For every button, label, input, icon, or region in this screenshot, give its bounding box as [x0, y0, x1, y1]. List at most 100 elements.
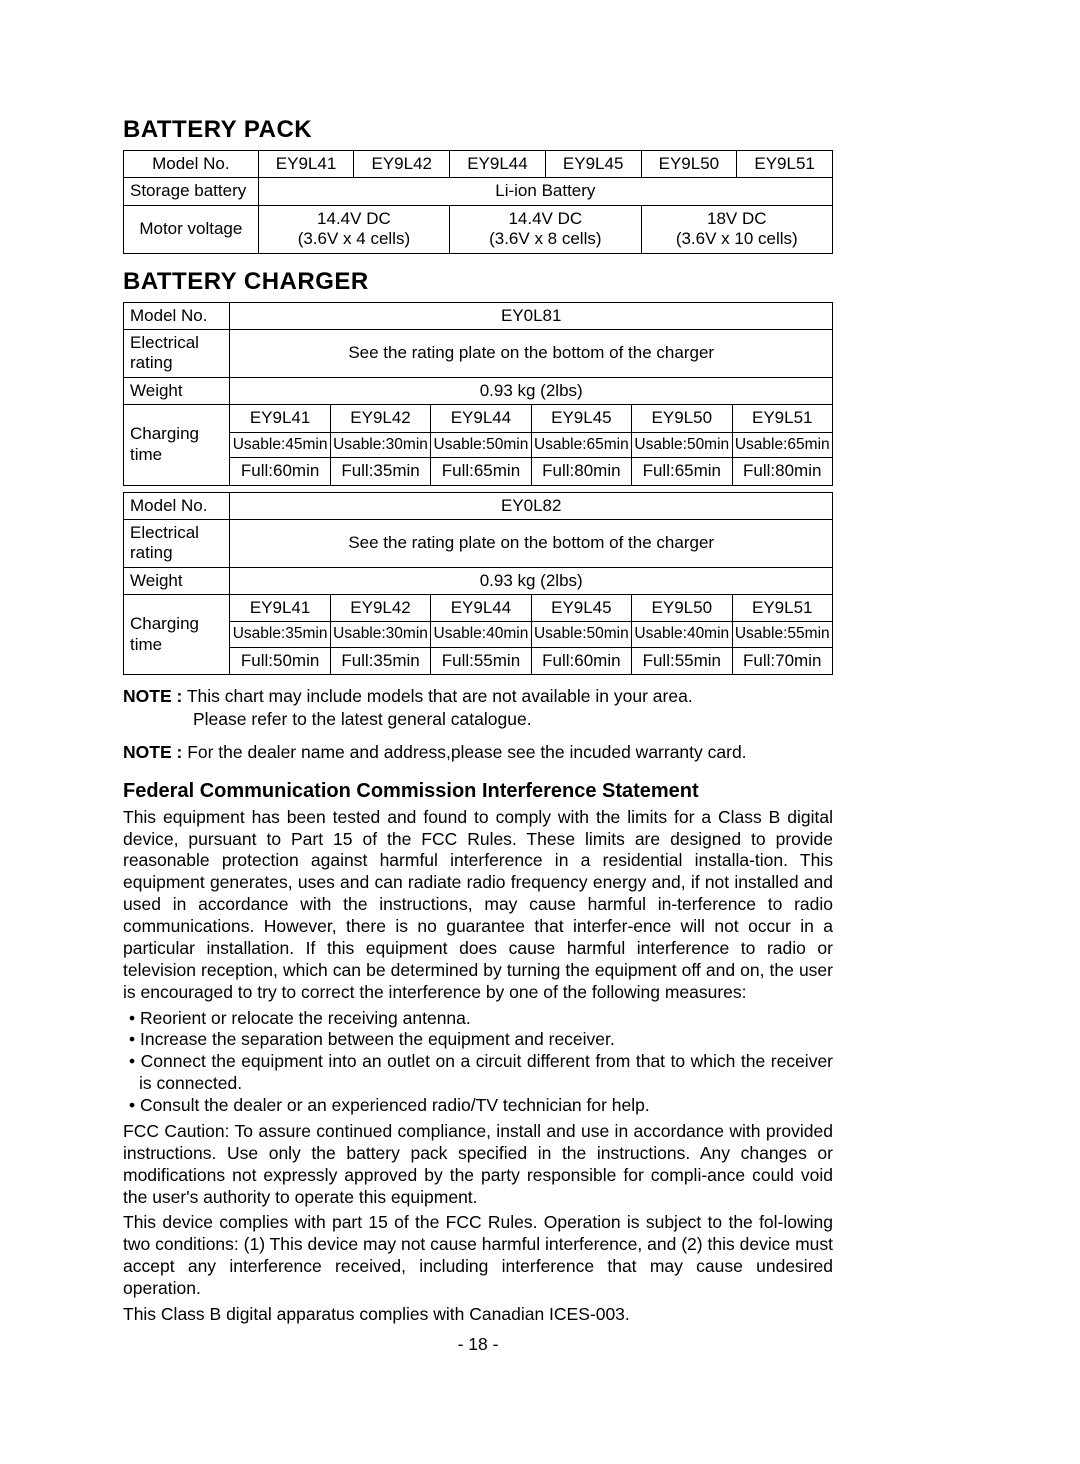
label-electrical: Electrical rating — [124, 329, 230, 377]
usable-cell: Usable:50min — [632, 432, 732, 458]
table-row: Weight 0.93 kg (2lbs) — [124, 567, 833, 594]
usable-cell: Usable:30min — [330, 622, 430, 648]
usable-cell: Usable:55min — [732, 622, 833, 648]
full-cell: Full:35min — [330, 648, 430, 675]
voltage-line: (3.6V x 8 cells) — [456, 229, 634, 249]
voltage-line: (3.6V x 10 cells) — [648, 229, 826, 249]
full-cell: Full:50min — [230, 648, 330, 675]
fcc-para-1: This equipment has been tested and found… — [123, 807, 833, 1004]
label-electrical: Electrical rating — [124, 519, 230, 567]
table-row: Charging time EY9L41 EY9L42 EY9L44 EY9L4… — [124, 595, 833, 622]
charger-table-2: Model No. EY0L82 Electrical rating See t… — [123, 492, 833, 676]
page-number: - 18 - — [123, 1334, 833, 1355]
electrical-value: See the rating plate on the bottom of th… — [230, 329, 833, 377]
model-cell: EY9L41 — [258, 151, 354, 178]
weight-value: 0.93 kg (2lbs) — [230, 567, 833, 594]
table-row: Usable:35min Usable:30min Usable:40min U… — [124, 622, 833, 648]
full-cell: Full:55min — [431, 648, 531, 675]
document-content: BATTERY PACK Model No. EY9L41 EY9L42 EY9… — [123, 116, 833, 1355]
voltage-cell: 14.4V DC (3.6V x 4 cells) — [258, 205, 449, 253]
table-row: Weight 0.93 kg (2lbs) — [124, 377, 833, 404]
note-text: This chart may include models that are n… — [187, 686, 693, 706]
battery-charger-heading: BATTERY CHARGER — [123, 268, 833, 296]
full-cell: Full:80min — [732, 458, 833, 485]
note-text: Please refer to the latest general catal… — [123, 708, 833, 731]
battery-pack-table: Model No. EY9L41 EY9L42 EY9L44 EY9L45 EY… — [123, 150, 833, 254]
header-cell: EY9L44 — [431, 595, 531, 622]
charger-model: EY0L82 — [230, 492, 833, 519]
usable-cell: Usable:35min — [230, 622, 330, 648]
voltage-cell: 18V DC (3.6V x 10 cells) — [641, 205, 832, 253]
label-model-no: Model No. — [124, 302, 230, 329]
header-cell: EY9L42 — [330, 595, 430, 622]
voltage-line: 18V DC — [648, 209, 826, 229]
usable-cell: Usable:50min — [431, 432, 531, 458]
full-cell: Full:80min — [531, 458, 631, 485]
voltage-line: 14.4V DC — [456, 209, 634, 229]
list-item: Reorient or relocate the receiving anten… — [123, 1008, 833, 1030]
table-row: Model No. EY0L81 — [124, 302, 833, 329]
usable-cell: Usable:40min — [431, 622, 531, 648]
table-row: Model No. EY0L82 — [124, 492, 833, 519]
header-cell: EY9L44 — [431, 405, 531, 432]
label-model-no: Model No. — [124, 151, 259, 178]
electrical-value: See the rating plate on the bottom of th… — [230, 519, 833, 567]
full-cell: Full:55min — [632, 648, 732, 675]
usable-cell: Usable:65min — [732, 432, 833, 458]
note-2: NOTE : For the dealer name and address,p… — [123, 741, 833, 764]
voltage-line: (3.6V x 4 cells) — [265, 229, 443, 249]
model-cell: EY9L44 — [450, 151, 546, 178]
table-row: Electrical rating See the rating plate o… — [124, 329, 833, 377]
header-cell: EY9L50 — [632, 595, 732, 622]
header-cell: EY9L42 — [330, 405, 430, 432]
table-row: Electrical rating See the rating plate o… — [124, 519, 833, 567]
table-row: Usable:45min Usable:30min Usable:50min U… — [124, 432, 833, 458]
label-storage: Storage battery — [124, 178, 259, 205]
label-charging-time: Charging time — [124, 595, 230, 675]
note-text: For the dealer name and address,please s… — [187, 742, 746, 762]
model-cell: EY9L50 — [641, 151, 737, 178]
header-cell: EY9L45 — [531, 405, 631, 432]
model-cell: EY9L42 — [354, 151, 450, 178]
storage-value: Li-ion Battery — [258, 178, 832, 205]
list-item: Connect the equipment into an outlet on … — [123, 1051, 833, 1095]
header-cell: EY9L41 — [230, 595, 330, 622]
full-cell: Full:65min — [431, 458, 531, 485]
label-charging-time: Charging time — [124, 405, 230, 485]
model-cell: EY9L45 — [545, 151, 641, 178]
table-row: Full:60min Full:35min Full:65min Full:80… — [124, 458, 833, 485]
table-row: Motor voltage 14.4V DC (3.6V x 4 cells) … — [124, 205, 833, 253]
note-label: NOTE : — [123, 686, 182, 706]
fcc-para-4: This Class B digital apparatus complies … — [123, 1304, 833, 1326]
voltage-cell: 14.4V DC (3.6V x 8 cells) — [450, 205, 641, 253]
note-1: NOTE : This chart may include models tha… — [123, 685, 833, 731]
usable-cell: Usable:40min — [632, 622, 732, 648]
full-cell: Full:35min — [330, 458, 430, 485]
full-cell: Full:65min — [632, 458, 732, 485]
usable-cell: Usable:30min — [330, 432, 430, 458]
charger-table-1: Model No. EY0L81 Electrical rating See t… — [123, 302, 833, 486]
full-cell: Full:70min — [732, 648, 833, 675]
list-item: Consult the dealer or an experienced rad… — [123, 1095, 833, 1117]
note-label: NOTE : — [123, 742, 182, 762]
fcc-bullets: Reorient or relocate the receiving anten… — [123, 1008, 833, 1117]
label-weight: Weight — [124, 567, 230, 594]
battery-pack-heading: BATTERY PACK — [123, 116, 833, 144]
header-cell: EY9L41 — [230, 405, 330, 432]
label-motor: Motor voltage — [124, 205, 259, 253]
table-row: Full:50min Full:35min Full:55min Full:60… — [124, 648, 833, 675]
header-cell: EY9L51 — [732, 405, 833, 432]
fcc-para-2: FCC Caution: To assure continued complia… — [123, 1121, 833, 1209]
usable-cell: Usable:45min — [230, 432, 330, 458]
label-model-no: Model No. — [124, 492, 230, 519]
full-cell: Full:60min — [531, 648, 631, 675]
fcc-heading: Federal Communication Commission Interfe… — [123, 780, 833, 803]
full-cell: Full:60min — [230, 458, 330, 485]
list-item: Increase the separation between the equi… — [123, 1029, 833, 1051]
usable-cell: Usable:65min — [531, 432, 631, 458]
fcc-para-3: This device complies with part 15 of the… — [123, 1212, 833, 1300]
table-row: Model No. EY9L41 EY9L42 EY9L44 EY9L45 EY… — [124, 151, 833, 178]
table-row: Storage battery Li-ion Battery — [124, 178, 833, 205]
header-cell: EY9L50 — [632, 405, 732, 432]
table-row: Charging time EY9L41 EY9L42 EY9L44 EY9L4… — [124, 405, 833, 432]
